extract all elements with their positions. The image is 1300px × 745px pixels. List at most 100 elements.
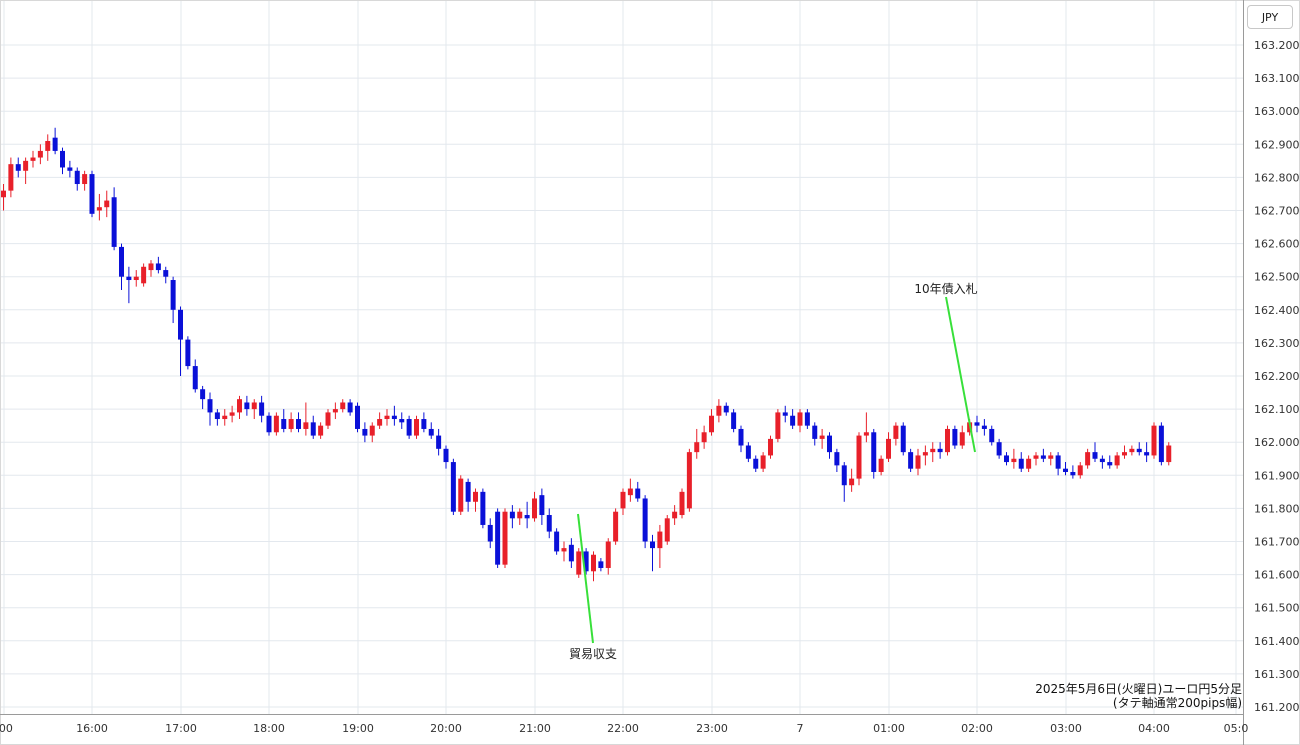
- candle-body: [989, 428, 995, 443]
- candle-body: [945, 428, 950, 453]
- candle-body: [583, 551, 589, 572]
- candle-body: [856, 435, 862, 479]
- candle-body: [436, 435, 442, 449]
- x-tick-label: 05:0: [1224, 722, 1249, 735]
- candle-body: [96, 207, 102, 211]
- candle-body: [797, 412, 803, 426]
- candle-body: [192, 366, 198, 390]
- candle-body: [1144, 452, 1150, 456]
- candle-body: [1004, 455, 1009, 463]
- y-tick-label: 161.300: [1254, 668, 1300, 681]
- candle-body: [237, 399, 242, 413]
- candle-body: [908, 452, 914, 469]
- candle-body: [812, 425, 818, 439]
- candle-body: [310, 422, 316, 436]
- y-tick-label: 161.700: [1254, 536, 1300, 549]
- candle-body: [45, 140, 51, 151]
- annotations: 貿易収支 10年債入札: [569, 281, 978, 661]
- candle-body: [465, 481, 471, 502]
- x-tick-label: 02:00: [961, 722, 993, 735]
- candle-body: [922, 452, 928, 456]
- x-tick-label: :00: [0, 722, 13, 735]
- candle-body: [355, 405, 360, 429]
- candle-body: [126, 276, 132, 281]
- candle-body: [119, 246, 124, 277]
- candle-body: [1122, 452, 1127, 456]
- candle-body: [1107, 462, 1113, 466]
- candle-body: [591, 554, 596, 572]
- candle-body: [399, 419, 405, 423]
- candle-body: [539, 495, 545, 516]
- candle-body: [377, 419, 383, 426]
- candle-body: [554, 531, 560, 552]
- candle-body: [760, 455, 766, 469]
- candle-body: [524, 515, 530, 519]
- candle-body: [900, 425, 906, 453]
- y-tick-label: 162.900: [1254, 138, 1300, 151]
- candle-body: [318, 425, 324, 436]
- x-tick-label: 23:00: [696, 722, 728, 735]
- candle-body: [214, 412, 220, 420]
- candle-body: [207, 399, 213, 413]
- candle-body: [67, 167, 73, 171]
- candle-body: [251, 402, 257, 410]
- y-tick-label: 162.300: [1254, 337, 1300, 350]
- candle-body: [502, 511, 508, 565]
- candle-body: [1166, 445, 1172, 463]
- candle-body: [568, 544, 574, 562]
- candle-body: [155, 263, 161, 271]
- candle-body: [1, 190, 6, 198]
- y-tick-label: 162.700: [1254, 205, 1300, 218]
- currency-badge[interactable]: JPY: [1247, 5, 1293, 29]
- candle-body: [82, 174, 88, 185]
- candle-body: [332, 409, 338, 413]
- candle-body: [709, 415, 714, 433]
- candle-body: [170, 280, 176, 310]
- candle-body: [981, 425, 987, 429]
- candle-body: [414, 419, 419, 436]
- candle-body: [1018, 458, 1024, 469]
- candle-body: [391, 415, 397, 420]
- y-tick-label: 162.600: [1254, 238, 1300, 251]
- y-tick-label: 162.400: [1254, 304, 1300, 317]
- candle-body: [657, 531, 663, 549]
- price-axis: 161.200 161.300 161.400 161.500 161.600 161.7…: [1243, 0, 1300, 745]
- candle-body: [775, 412, 781, 439]
- candle-body: [841, 465, 847, 486]
- y-tick-label: 163.000: [1254, 105, 1300, 118]
- candle-body: [1055, 455, 1061, 469]
- candle-body: [1151, 425, 1157, 456]
- candle-body: [1092, 452, 1098, 459]
- candle-body: [266, 415, 272, 433]
- candle-body: [1063, 468, 1068, 472]
- candle-body: [509, 511, 515, 519]
- x-tick-label: 16:00: [76, 722, 108, 735]
- candle-body: [974, 422, 980, 426]
- candle-body: [244, 402, 250, 410]
- candle-body: [635, 488, 641, 499]
- candle-body: [37, 150, 43, 158]
- candle-body: [930, 448, 936, 453]
- candle-body: [613, 511, 619, 542]
- candle-body: [480, 491, 486, 525]
- y-tick-label: 161.800: [1254, 502, 1300, 515]
- x-tick-label: 7: [797, 722, 804, 735]
- x-tick-label: 18:00: [253, 722, 285, 735]
- candle-body: [679, 491, 685, 516]
- candle-body: [886, 438, 891, 459]
- candle-body: [627, 488, 633, 496]
- candle-body: [849, 478, 855, 486]
- candle-body: [384, 415, 390, 420]
- candle-body: [273, 415, 279, 433]
- candle-body: [288, 419, 294, 429]
- x-tick-label: 01:00: [873, 722, 905, 735]
- candle-body: [753, 458, 759, 469]
- candle-body: [686, 452, 692, 509]
- y-tick-label: 161.600: [1254, 569, 1300, 582]
- annotation-label-10y-auction: 10年債入札: [914, 281, 977, 296]
- candle-body: [60, 150, 65, 168]
- candle-body: [782, 412, 788, 416]
- x-tick-label: 20:00: [430, 722, 462, 735]
- candle-body: [672, 511, 678, 519]
